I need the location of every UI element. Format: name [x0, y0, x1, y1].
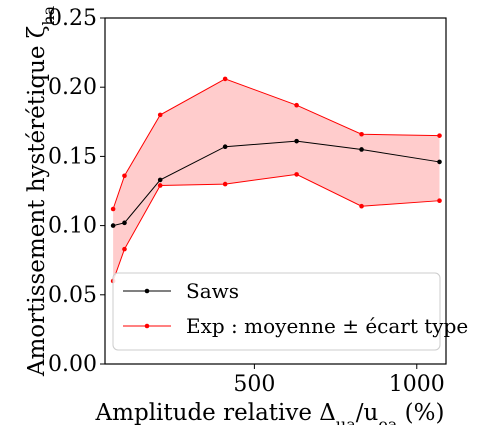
- saws-point: [222, 144, 228, 150]
- plot-area: [110, 76, 442, 284]
- legend-box: [112, 272, 441, 351]
- legend-label-exp: Exp : moyenne ± écart type: [186, 314, 468, 338]
- y-tick-label: 0.05: [48, 283, 97, 308]
- exp-upper-point: [359, 131, 364, 137]
- y-tick-label: 0.15: [48, 144, 97, 169]
- exp-lower-point: [294, 172, 299, 177]
- y-tick-label: 0.10: [48, 214, 97, 239]
- y-tick-label: 0.00: [48, 352, 97, 377]
- exp-upper-point: [110, 206, 116, 212]
- plot-frame: [104, 17, 447, 365]
- saws-point: [359, 147, 364, 152]
- exp-lower-point: [359, 203, 364, 209]
- legend: Saws Exp : moyenne ± écart type: [112, 272, 468, 351]
- exp-lower-point: [122, 246, 127, 252]
- legend-swatch-marker-saws: [144, 288, 150, 294]
- y-tick-label: 0.20: [48, 75, 97, 100]
- legend-swatch-marker-exp: [144, 323, 150, 329]
- exp-upper-point: [122, 173, 127, 179]
- y-axis-title: Amortissement hystérétique ζha: [24, 5, 58, 377]
- exp-lower-point: [437, 198, 442, 203]
- x-axis-title: Amplitude relative Δua/uea (%): [95, 400, 445, 425]
- axes: 0.00 0.05 0.10 0.15 0.20 0.25 500 1000: [48, 6, 445, 397]
- exp-upper-point: [437, 133, 442, 138]
- exp-upper-point: [222, 76, 228, 82]
- exp-lower-point: [222, 181, 228, 187]
- exp-upper-point: [294, 102, 299, 108]
- x-tick-label: 500: [233, 372, 275, 397]
- x-tick-label: 1000: [389, 372, 445, 397]
- saws-point: [110, 223, 116, 228]
- exp-lower-point: [157, 183, 163, 188]
- exp-band-fill: [113, 78, 440, 281]
- saws-point: [437, 159, 442, 165]
- saws-point: [294, 138, 299, 144]
- y-tick-label: 0.25: [48, 6, 97, 31]
- saws-point: [157, 177, 163, 183]
- saws-point: [122, 220, 127, 226]
- exp-upper-point: [157, 112, 163, 118]
- legend-label-saws: Saws: [186, 279, 239, 303]
